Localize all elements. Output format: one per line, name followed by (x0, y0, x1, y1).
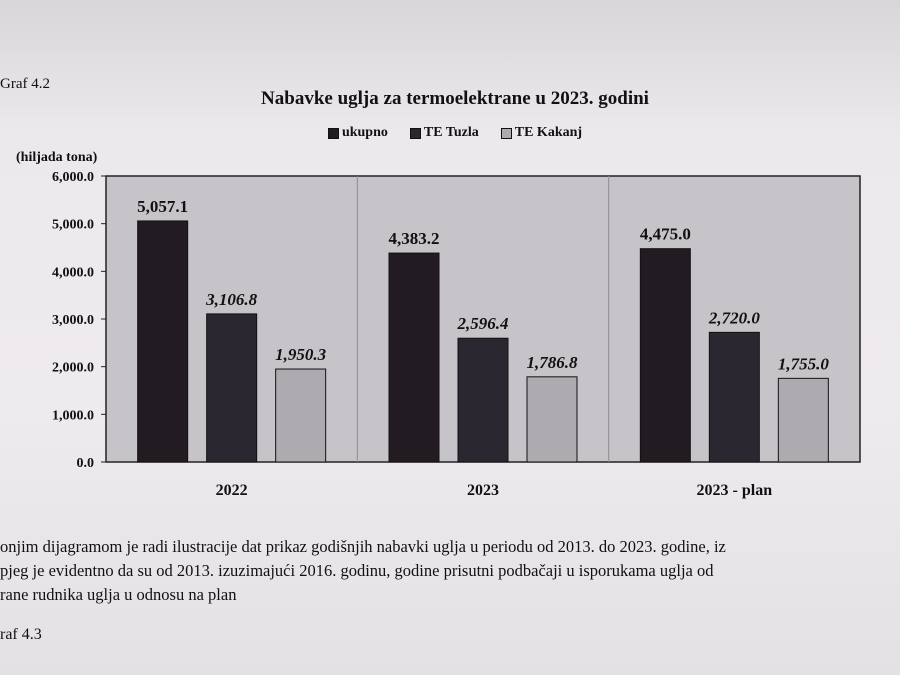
paragraph-line: rane rudnika uglja u odnosu na plan (0, 585, 237, 604)
y-tick-label: 6,000.0 (52, 170, 94, 185)
legend-swatch-ukupno (327, 127, 339, 139)
data-label-te-tuzla: 2,720.0 (708, 308, 761, 327)
legend-item-te-tuzla: TE Tuzla (409, 125, 479, 141)
data-label-ukupno: 4,475.0 (640, 225, 691, 244)
body-paragraph: onjim dijagramom je radi ilustracije dat… (0, 535, 900, 607)
figure-label-top: Graf 4.2 (0, 76, 50, 92)
data-label-te-tuzla: 3,106.8 (205, 290, 258, 309)
x-category-label: 2023 - plan (697, 482, 773, 499)
legend-item-ukupno: ukupno (327, 125, 388, 141)
bar-te-tuzla-0 (206, 313, 258, 463)
y-tick-label: 2,000.0 (52, 361, 94, 376)
paragraph-line: onjim dijagramom je radi ilustracije dat… (0, 537, 726, 556)
y-tick-label: 4,000.0 (52, 265, 94, 280)
data-label-te-kakanj: 1,755.0 (778, 354, 830, 373)
y-tick-label: 1,000.0 (52, 408, 94, 423)
bar-te-kakanj-0 (275, 368, 327, 463)
bar-ukupno-1 (388, 252, 440, 463)
legend-label-te-tuzla: TE Tuzla (423, 125, 479, 140)
bar-te-kakanj-2 (777, 377, 829, 463)
bar-te-kakanj-1 (526, 376, 578, 463)
paragraph-line: pjeg je evidentno da su od 2013. izuzima… (0, 561, 714, 580)
y-tick-label: 0.0 (77, 456, 95, 471)
data-label-te-kakanj: 1,786.8 (527, 353, 579, 372)
bar-te-tuzla-1 (457, 337, 509, 463)
legend: ukupno TE Tuzla TE Kakanj (0, 125, 900, 141)
x-category-label: 2023 (467, 482, 499, 499)
y-tick-label: 5,000.0 (52, 218, 94, 233)
legend-swatch-te-tuzla (409, 127, 421, 139)
bar-ukupno-2 (639, 248, 691, 463)
bar-te-tuzla-2 (708, 331, 760, 463)
figure-label-bottom: raf 4.3 (0, 626, 42, 643)
chart-title: Nabavke uglja za termoelektrane u 2023. … (261, 88, 649, 109)
data-label-te-kakanj: 1,950.3 (275, 345, 327, 364)
legend-label-te-kakanj: TE Kakanj (514, 125, 583, 140)
bar-ukupno-0 (137, 220, 189, 463)
data-label-ukupno: 4,383.2 (389, 229, 440, 248)
legend-label-ukupno: ukupno (341, 125, 388, 140)
legend-item-te-kakanj: TE Kakanj (500, 125, 583, 141)
x-category-label: 2022 (216, 482, 248, 499)
y-axis-unit-label: (hiljada tona) (16, 150, 98, 165)
data-label-ukupno: 5,057.1 (137, 197, 188, 216)
y-tick-label: 3,000.0 (52, 313, 94, 328)
legend-swatch-te-kakanj (500, 127, 512, 139)
data-label-te-tuzla: 2,596.4 (457, 314, 509, 333)
